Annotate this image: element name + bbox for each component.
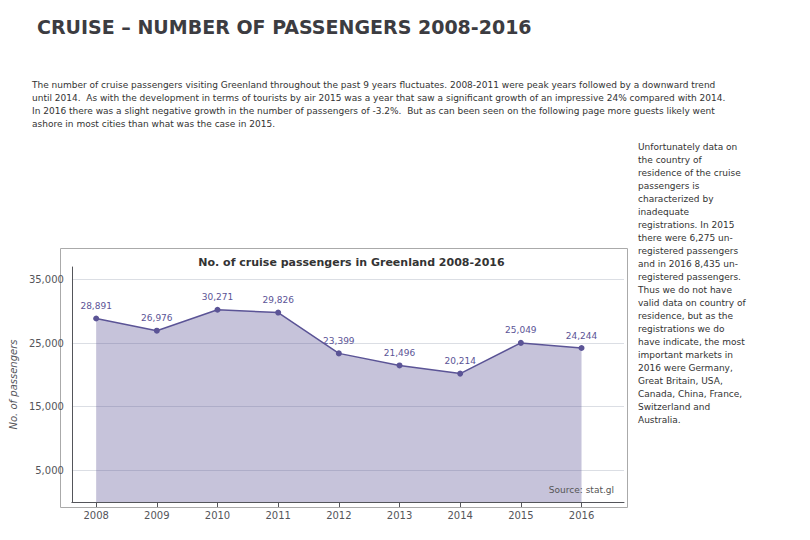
svg-text:Australia.: Australia. [638, 415, 681, 425]
svg-text:25,000: 25,000 [29, 338, 64, 349]
svg-text:35,000: 35,000 [29, 274, 64, 285]
svg-text:2008: 2008 [83, 510, 108, 521]
svg-text:24,244: 24,244 [566, 331, 598, 341]
svg-text:2015: 2015 [508, 510, 533, 521]
svg-text:2009: 2009 [144, 510, 169, 521]
svg-text:28,891: 28,891 [80, 301, 112, 311]
svg-text:23,399: 23,399 [323, 336, 355, 346]
svg-text:Canada, China, France,: Canada, China, France, [638, 389, 742, 399]
svg-text:29,826: 29,826 [262, 295, 294, 305]
svg-text:No. of cruise passengers in Gr: No. of cruise passengers in Greenland 20… [198, 256, 505, 269]
svg-text:valid data on country of: valid data on country of [638, 298, 746, 308]
svg-text:Thus we do not have: Thus we do not have [637, 285, 732, 295]
svg-text:In 2016 there was a slight neg: In 2016 there was a slight negative grow… [32, 106, 715, 116]
svg-text:residence, but as the: residence, but as the [638, 311, 733, 321]
svg-text:The number of cruise passenger: The number of cruise passengers visiting… [31, 80, 715, 90]
svg-text:Source: stat.gl: Source: stat.gl [549, 485, 614, 495]
svg-text:2010: 2010 [205, 510, 230, 521]
svg-text:registrations we do: registrations we do [638, 324, 725, 334]
svg-text:important markets in: important markets in [638, 350, 733, 360]
svg-text:2012: 2012 [326, 510, 351, 521]
svg-text:21,496: 21,496 [384, 348, 416, 358]
svg-text:passengers is: passengers is [638, 181, 700, 191]
svg-text:Unfortunately data on: Unfortunately data on [638, 142, 737, 152]
svg-text:ashore in most cities than wha: ashore in most cities than what was the … [32, 119, 275, 129]
svg-text:Switzerland and: Switzerland and [638, 402, 710, 412]
svg-text:residence of the cruise: residence of the cruise [638, 168, 741, 178]
svg-text:5,000: 5,000 [35, 465, 64, 476]
svg-text:2016 were Germany,: 2016 were Germany, [638, 363, 733, 373]
svg-text:registrations. In 2015: registrations. In 2015 [638, 220, 734, 230]
svg-text:2013: 2013 [387, 510, 412, 521]
svg-text:there were 6,275 un-: there were 6,275 un- [638, 233, 733, 243]
svg-text:and in 2016 8,435 un-: and in 2016 8,435 un- [638, 259, 738, 269]
svg-text:the country of: the country of [638, 155, 702, 165]
svg-text:CRUISE – NUMBER OF PASSENGERS: CRUISE – NUMBER OF PASSENGERS 2008-2016 [37, 16, 532, 38]
svg-text:have indicate, the most: have indicate, the most [638, 337, 745, 347]
svg-text:25,049: 25,049 [505, 325, 537, 335]
svg-text:No. of passengers: No. of passengers [8, 340, 19, 430]
svg-text:26,976: 26,976 [141, 313, 173, 323]
svg-text:registered passengers: registered passengers [638, 246, 738, 256]
svg-text:2011: 2011 [265, 510, 290, 521]
svg-text:15,000: 15,000 [29, 401, 64, 412]
svg-text:2014: 2014 [447, 510, 472, 521]
svg-text:inadequate: inadequate [638, 207, 689, 217]
svg-text:registered passengers.: registered passengers. [638, 272, 741, 282]
svg-text:characterized by: characterized by [638, 194, 714, 204]
svg-text:until 2014. As with the devel: until 2014. As with the development in t… [32, 93, 725, 103]
svg-text:Great Britain, USA,: Great Britain, USA, [638, 376, 723, 386]
svg-text:30,271: 30,271 [202, 292, 234, 302]
svg-text:20,214: 20,214 [444, 356, 476, 366]
svg-text:2016: 2016 [569, 510, 594, 521]
